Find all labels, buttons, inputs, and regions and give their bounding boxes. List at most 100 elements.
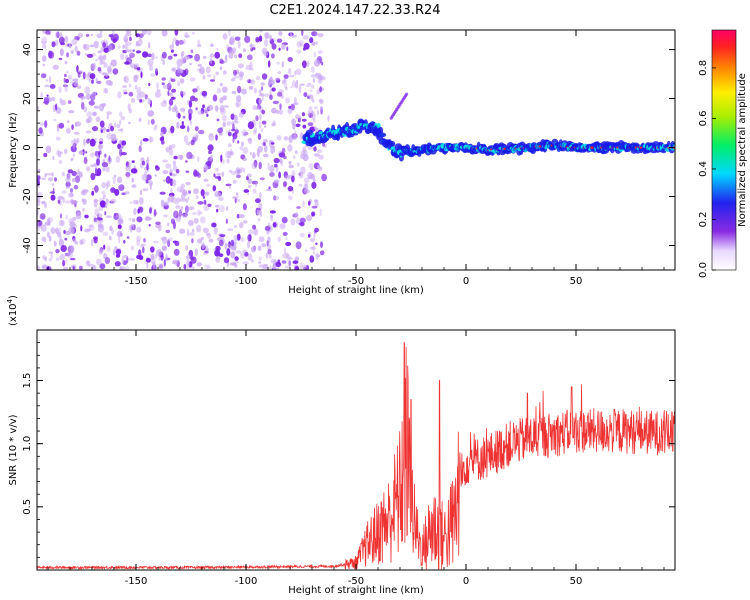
noise-speckle: [66, 52, 69, 58]
noise-speckle: [85, 151, 88, 154]
noise-speckle: [169, 44, 175, 49]
x-tick-label: -50: [348, 276, 364, 287]
noise-speckle: [238, 221, 244, 229]
signal-point: [379, 132, 387, 138]
noise-speckle: [48, 235, 52, 242]
noise-speckle: [136, 86, 142, 95]
noise-speckle: [304, 249, 308, 252]
noise-speckle: [80, 190, 87, 196]
noise-speckle: [58, 36, 65, 45]
noise-speckle: [243, 189, 250, 193]
noise-speckle: [40, 91, 43, 100]
noise-speckle: [274, 163, 278, 168]
noise-speckle: [96, 213, 103, 218]
noise-speckle: [69, 193, 74, 197]
noise-speckle: [193, 217, 199, 224]
noise-speckle: [225, 218, 228, 224]
noise-speckle: [228, 169, 233, 173]
noise-speckle: [281, 260, 287, 264]
noise-speckle: [65, 127, 71, 134]
noise-speckle: [180, 205, 184, 211]
noise-speckle: [289, 32, 293, 37]
noise-speckle: [298, 85, 302, 94]
noise-speckle: [277, 259, 281, 265]
noise-speckle: [76, 168, 80, 174]
noise-speckle: [135, 74, 139, 79]
noise-speckle: [311, 213, 314, 217]
noise-speckle: [311, 41, 316, 46]
noise-speckle: [254, 127, 257, 134]
noise-speckle: [110, 187, 116, 193]
noise-speckle: [59, 32, 63, 38]
noise-speckle: [247, 138, 252, 142]
noise-speckle: [243, 157, 248, 161]
noise-speckle: [102, 167, 106, 172]
noise-speckle: [78, 150, 84, 155]
noise-speckle: [95, 77, 98, 82]
noise-speckle: [46, 231, 50, 238]
noise-speckle: [229, 37, 235, 46]
noise-speckle: [202, 227, 209, 233]
noise-speckle: [258, 121, 262, 129]
noise-speckle: [225, 54, 228, 59]
noise-speckle: [118, 184, 125, 192]
noise-speckle: [86, 111, 93, 118]
noise-speckle: [58, 239, 64, 247]
noise-speckle: [64, 237, 68, 241]
noise-speckle: [49, 191, 56, 194]
noise-speckle: [248, 185, 252, 188]
noise-speckle: [65, 181, 71, 188]
noise-speckle: [236, 95, 242, 103]
noise-speckle: [93, 237, 98, 244]
noise-speckle: [119, 111, 123, 117]
noise-speckle: [49, 75, 52, 84]
noise-speckle: [233, 75, 239, 79]
noise-speckle: [122, 254, 128, 259]
noise-speckle: [303, 266, 307, 270]
noise-speckle: [312, 41, 315, 47]
noise-speckle: [277, 71, 282, 75]
noise-speckle: [130, 168, 138, 174]
noise-speckle: [98, 248, 104, 255]
noise-speckle: [285, 237, 288, 241]
noise-speckle: [129, 201, 133, 204]
noise-speckle: [187, 196, 190, 200]
noise-speckle: [218, 253, 224, 257]
noise-speckle: [149, 137, 154, 143]
noise-speckle: [162, 159, 169, 163]
colorbar-tick-label: 0.6: [698, 110, 709, 126]
noise-speckle: [181, 121, 184, 126]
noise-speckle: [68, 42, 72, 49]
noise-speckle: [175, 39, 180, 47]
noise-speckle: [296, 162, 300, 167]
noise-speckle: [255, 75, 261, 81]
noise-speckle: [71, 38, 78, 46]
noise-speckle: [283, 74, 289, 79]
noise-speckle: [162, 84, 169, 89]
noise-speckle: [304, 182, 309, 187]
noise-speckle: [180, 183, 185, 189]
noise-speckle: [308, 163, 314, 169]
noise-speckle: [302, 60, 307, 69]
noise-speckle: [232, 137, 235, 144]
noise-speckle: [219, 82, 223, 87]
noise-speckle: [93, 105, 100, 109]
noise-speckle: [147, 53, 152, 58]
colorbar-ticks: 0.0 0.2 0.4 0.6 0.8: [698, 60, 716, 278]
noise-speckle: [117, 128, 123, 132]
noise-speckle: [92, 91, 97, 96]
noise-speckle: [296, 49, 302, 54]
noise-speckle: [194, 97, 198, 102]
noise-speckle: [113, 213, 119, 221]
noise-speckle: [308, 231, 311, 235]
noise-speckle: [99, 120, 105, 128]
noise-speckle: [118, 225, 122, 228]
noise-speckle: [182, 189, 188, 195]
noise-speckle: [44, 84, 50, 88]
noise-speckle: [210, 57, 213, 65]
noise-speckle: [175, 205, 181, 210]
noise-speckle: [135, 201, 139, 205]
noise-speckle: [72, 238, 77, 243]
noise-speckle: [291, 175, 295, 183]
noise-speckle: [301, 112, 305, 117]
